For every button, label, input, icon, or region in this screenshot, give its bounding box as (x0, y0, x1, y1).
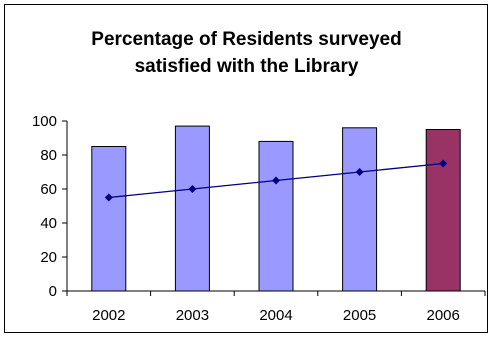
bar-2002 (91, 146, 127, 292)
x-tick-label-2004: 2004 (259, 307, 292, 324)
y-tick-label-20: 20 (40, 249, 57, 266)
x-tick-label-2006: 2006 (427, 307, 460, 324)
x-tick-label-2003: 2003 (176, 307, 209, 324)
line-point-2003 (188, 185, 197, 193)
y-tick-label-0: 0 (49, 283, 57, 300)
y-tick-label-60: 60 (40, 181, 57, 198)
chart-title-line-1: Percentage of Residents surveyed (91, 29, 402, 50)
line-point-2006 (439, 159, 448, 168)
bar-2003 (174, 125, 210, 292)
bar-2006 (425, 129, 461, 292)
chart-title: Percentage of Residents surveyed satisfi… (0, 26, 493, 80)
y-tick-label-100: 100 (32, 113, 57, 130)
bar-2004 (258, 140, 294, 292)
line-point-2005 (355, 168, 364, 176)
x-tick-label-2005: 2005 (343, 307, 376, 324)
line-point-2002 (104, 193, 113, 202)
y-tick-label-40: 40 (40, 215, 57, 232)
line-point-2004 (272, 176, 280, 185)
chart-title-line-2: satisfied with the Library (134, 56, 359, 77)
chart-frame (4, 4, 488, 333)
x-tick-label-2002: 2002 (92, 307, 125, 324)
y-tick-label-80: 80 (40, 147, 57, 164)
bar-2005 (342, 127, 378, 292)
